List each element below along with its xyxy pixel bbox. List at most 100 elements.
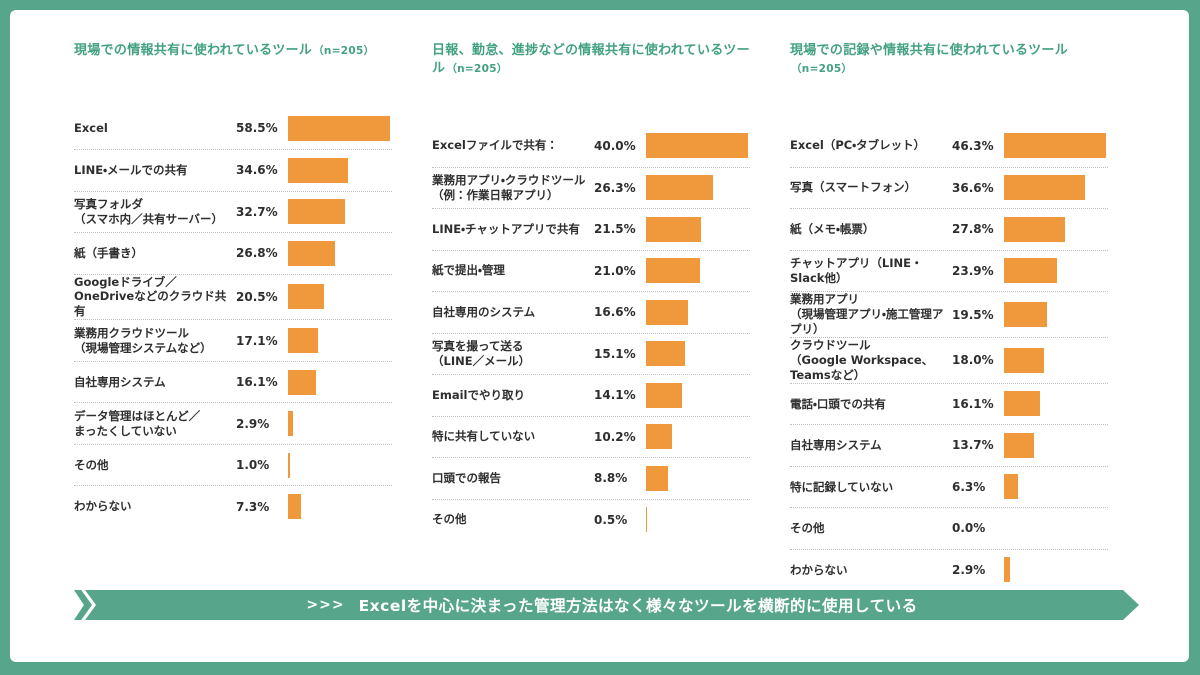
chart-row: 業務用アプリ・クラウドツール （例：作業日報アプリ） 26.3%	[432, 166, 750, 209]
bar-label: その他	[74, 457, 109, 472]
bar-value: 7.3%	[236, 499, 270, 514]
bar-value: 17.1%	[236, 333, 278, 348]
bar-track	[646, 299, 750, 325]
bar-label: Excel（PC・タブレット）	[790, 138, 926, 153]
bar-track	[646, 382, 750, 408]
chart-column-1: 現場での情報共有に使われているツール（n=205） Excel 58.5% LINE・…	[74, 42, 392, 590]
chart-row: クラウドツール （Google Workspace、Teamsなど） 18.0%	[790, 336, 1108, 383]
bar-label: 特に共有していない	[432, 429, 536, 444]
bar-label: データ管理はほとんど／ まったくしていない	[74, 408, 201, 438]
bar-track	[646, 216, 750, 242]
bar-value: 13.7%	[952, 438, 994, 453]
bar	[646, 507, 648, 533]
chart-row: Excel 58.5%	[74, 108, 392, 150]
bar	[288, 452, 290, 478]
chart-row: Googleドライブ／ OneDriveなどのクラウド共有 20.5%	[74, 273, 392, 320]
bar-track	[1004, 347, 1108, 373]
bar-value: 27.8%	[952, 222, 994, 237]
bar-value: 16.1%	[952, 396, 994, 411]
bar-label: LINE・チャットアプリで共有	[432, 221, 580, 236]
bar-label: 写真（スマートフォン）	[790, 180, 917, 195]
bar	[1004, 175, 1085, 201]
bar-track	[288, 411, 392, 437]
bar-label: Excel	[74, 120, 108, 135]
bar-label: その他	[432, 512, 467, 527]
chart-row: 写真（スマートフォン） 36.6%	[790, 166, 1108, 209]
bar	[288, 115, 390, 141]
bar-value: 2.9%	[952, 562, 986, 577]
bar-label: 自社専用のシステム	[432, 304, 536, 319]
bar-label: 紙（手書き）	[74, 245, 143, 260]
chart-row: 写真フォルダ （スマホ内／共有サーバー） 32.7%	[74, 190, 392, 233]
bar-track	[288, 284, 392, 310]
bar-track	[1004, 391, 1108, 417]
bar-value: 10.2%	[594, 429, 636, 444]
bar-label: チャットアプリ（LINE・Slack他）	[790, 255, 923, 285]
bar	[646, 133, 748, 159]
bar-label: 業務用アプリ・クラウドツール （例：作業日報アプリ）	[432, 172, 586, 202]
chart-row: 業務用アプリ （現場管理アプリ・施工管理アプリ） 19.5%	[790, 291, 1108, 337]
bar	[288, 411, 294, 437]
bar-value: 26.3%	[594, 180, 636, 195]
bar	[1004, 347, 1044, 373]
chart-row: 特に記録していない 6.3%	[790, 465, 1108, 508]
chart-rows: Excelファイルで共有： 40.0% 業務用アプリ・クラウドツール （例：作業日報…	[432, 125, 750, 540]
summary-text: Excelを中心に決まった管理方法はなく様々なツールを横断的に使用している	[358, 597, 918, 615]
bar-label: Excelファイルで共有：	[432, 138, 558, 153]
bar-value: 8.8%	[594, 471, 628, 486]
bar	[646, 341, 685, 367]
bar	[646, 175, 714, 201]
bar-label: 口頭での報告	[432, 470, 501, 485]
bar-track	[288, 240, 392, 266]
chart-row: わからない 7.3%	[74, 485, 392, 527]
bar-value: 36.6%	[952, 180, 994, 195]
bar	[1004, 391, 1040, 417]
chart-row: 電話・口頭での共有 16.1%	[790, 382, 1108, 425]
chart-row: 自社専用システム 16.1%	[74, 360, 392, 403]
bar-label: 自社専用システム	[790, 438, 882, 452]
chart-row: 紙（手書き） 26.8%	[74, 232, 392, 274]
bar-track	[646, 424, 750, 450]
bar-label: 紙（メモ・帳票）	[790, 221, 875, 236]
bar-value: 19.5%	[952, 307, 994, 322]
chart-row: その他 0.0%	[790, 507, 1108, 549]
bar-track	[1004, 474, 1108, 500]
bar	[1004, 432, 1035, 458]
bar-track	[646, 465, 750, 491]
bar-value: 23.9%	[952, 263, 994, 278]
bar-track	[1004, 302, 1108, 327]
bar	[646, 424, 672, 450]
bar-track	[1004, 432, 1108, 458]
bar-label: 業務用クラウドツール （現場管理システムなど）	[74, 325, 212, 355]
bar-track	[1004, 557, 1108, 583]
bar	[646, 299, 689, 325]
bar-track	[288, 115, 392, 141]
bar	[1004, 133, 1106, 159]
bar-value: 20.5%	[236, 289, 278, 304]
chart-column-2: 日報、勤怠、進捗などの情報共有に使われているツール（n=205） Excelファイ…	[432, 42, 750, 590]
bar-track	[288, 157, 392, 183]
chart-row: 紙（メモ・帳票） 27.8%	[790, 208, 1108, 250]
chart-row: その他 0.5%	[432, 498, 750, 541]
bar-track	[646, 133, 750, 159]
bar-value: 21.0%	[594, 263, 636, 278]
chart-row: 業務用クラウドツール （現場管理システムなど） 17.1%	[74, 319, 392, 361]
bar-value: 0.0%	[952, 521, 986, 536]
bar-track	[646, 341, 750, 367]
bar-value: 1.0%	[236, 458, 270, 473]
bar-value: 18.0%	[952, 353, 994, 368]
bar-track	[1004, 133, 1108, 159]
bar-value: 58.5%	[236, 121, 278, 136]
bar-value: 40.0%	[594, 138, 636, 153]
chart-row: Excelファイルで共有： 40.0%	[432, 125, 750, 167]
chart-row: その他 1.0%	[74, 443, 392, 486]
chevrons-icon: >>>	[306, 597, 345, 613]
summary-banner: >>> Excelを中心に決まった管理方法はなく様々なツールを横断的に使用してい…	[74, 590, 1139, 620]
chart-rows: Excel（PC・タブレット） 46.3% 写真（スマートフォン） 36.6% 紙（メモ…	[790, 125, 1108, 590]
bar-track	[646, 258, 750, 284]
bar	[288, 328, 318, 354]
bar-track	[1004, 175, 1108, 201]
bar	[1004, 216, 1066, 242]
chart-row: LINE・チャットアプリで共有 21.5%	[432, 208, 750, 250]
